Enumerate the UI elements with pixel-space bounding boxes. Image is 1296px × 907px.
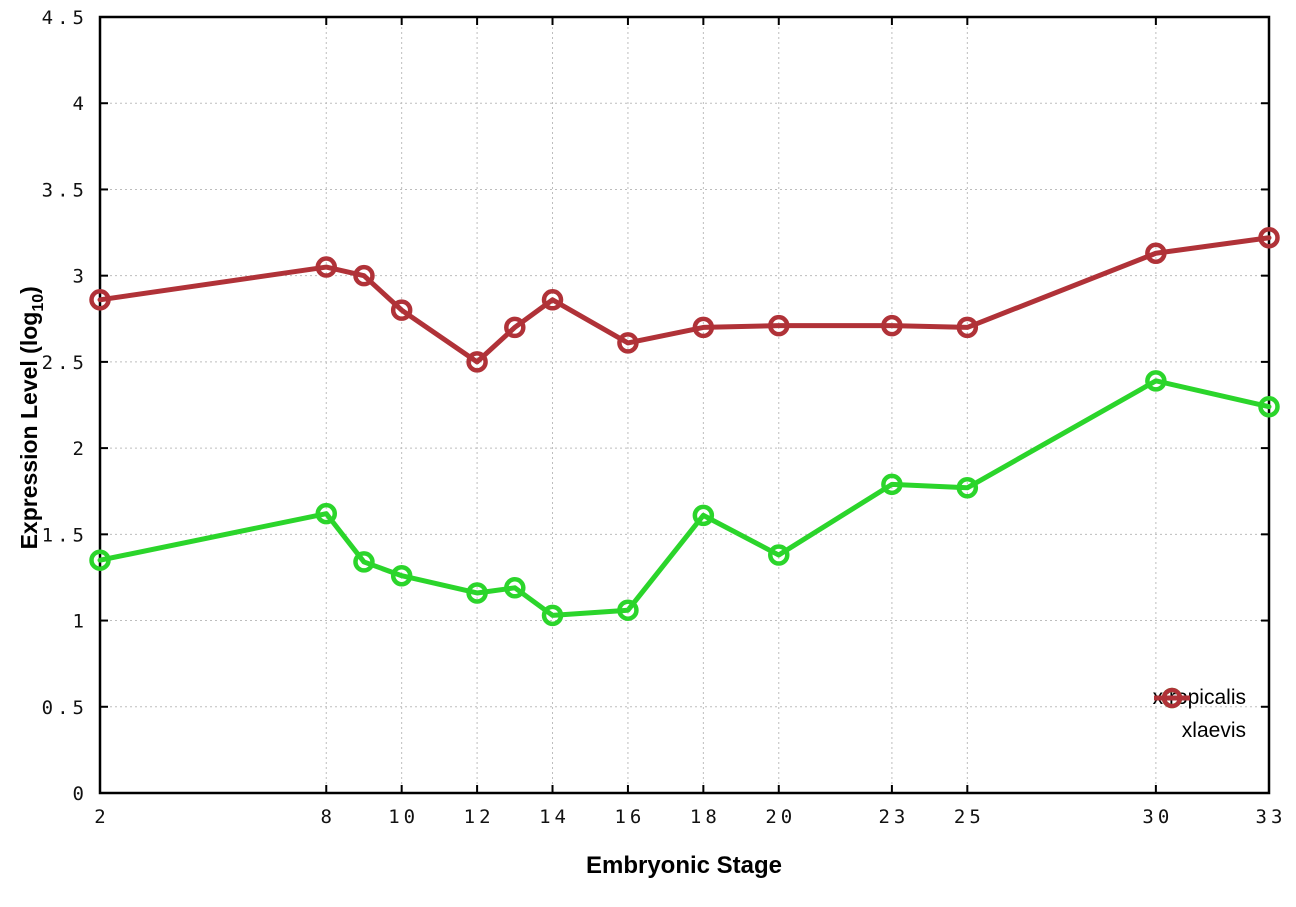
data-point-xtropicalis (1145, 370, 1167, 392)
data-point-xlaevis (692, 316, 715, 339)
data-point-xtropicalis (353, 551, 375, 573)
legend: xtropicalis xlaevis (1153, 686, 1246, 743)
y-tick-label: 3 (73, 266, 88, 288)
data-point-xlaevis (541, 289, 564, 311)
x-axis-title: Embryonic Stage (585, 852, 783, 879)
data-point-xtropicalis (541, 604, 564, 627)
y-axis-title-text: Expression Level (log (16, 311, 43, 550)
data-point-xtropicalis (89, 549, 111, 571)
data-point-xlaevis (881, 314, 903, 337)
y-tick-label: 0 (73, 783, 88, 805)
legend-label: xlaevis (1181, 719, 1246, 742)
x-tick-label: 10 (388, 806, 419, 828)
y-tick-label: 0.5 (42, 697, 88, 719)
x-tick-label: 8 (321, 806, 336, 828)
data-point-xtropicalis (956, 477, 979, 499)
y-axis-title-subscript: 10 (29, 293, 47, 312)
x-tick-label: 25 (954, 806, 985, 828)
x-tick-label: 2 (94, 806, 109, 828)
x-tick-label: 33 (1256, 806, 1287, 828)
data-point-xtropicalis (315, 502, 338, 525)
y-axis-title: Expression Level (log10) (16, 218, 48, 618)
data-point-xtropicalis (617, 599, 639, 621)
x-tick-label: 14 (539, 806, 570, 828)
data-point-xlaevis (466, 351, 488, 373)
series-line-xtropicalis (97, 378, 1272, 618)
data-point-xlaevis (315, 256, 338, 278)
x-tick-label: 30 (1142, 806, 1173, 828)
data-point-xlaevis (353, 264, 375, 287)
data-point-xlaevis (768, 314, 790, 337)
plot-border (98, 15, 1271, 795)
y-tick-label: 4 (73, 93, 88, 115)
data-point-xlaevis (504, 316, 526, 339)
x-tick-label: 20 (765, 806, 796, 828)
y-tick-label: 4.5 (42, 7, 88, 29)
data-point-xtropicalis (881, 473, 903, 496)
data-point-xlaevis (390, 299, 413, 321)
series-line-xlaevis (97, 235, 1272, 365)
y-tick-label: 2 (73, 438, 88, 460)
x-tick-label: 12 (464, 806, 495, 828)
data-point-xlaevis (956, 316, 979, 339)
x-tick-label: 23 (878, 806, 909, 828)
data-point-xtropicalis (504, 577, 526, 599)
legend-row-xlaevis: xlaevis (1153, 687, 1246, 743)
x-tick-label: 18 (690, 806, 721, 828)
data-point-xtropicalis (692, 504, 715, 527)
data-point-xtropicalis (390, 564, 413, 587)
data-point-xtropicalis (466, 582, 488, 604)
data-point-xlaevis (1258, 226, 1280, 249)
data-point-xlaevis (617, 332, 639, 354)
y-axis-title-suffix: ) (16, 286, 43, 294)
data-point-xlaevis (1145, 242, 1167, 264)
data-point-xtropicalis (1258, 395, 1280, 418)
y-tick-label: 2.5 (42, 352, 88, 374)
line-marker-icon (1153, 687, 1190, 709)
y-tick-label: 3.5 (42, 179, 88, 201)
data-point-xlaevis (89, 289, 111, 311)
y-tick-label: 1.5 (42, 524, 88, 546)
data-point-xtropicalis (768, 544, 790, 566)
x-tick-label: 16 (614, 806, 645, 828)
y-tick-label: 1 (73, 611, 88, 633)
